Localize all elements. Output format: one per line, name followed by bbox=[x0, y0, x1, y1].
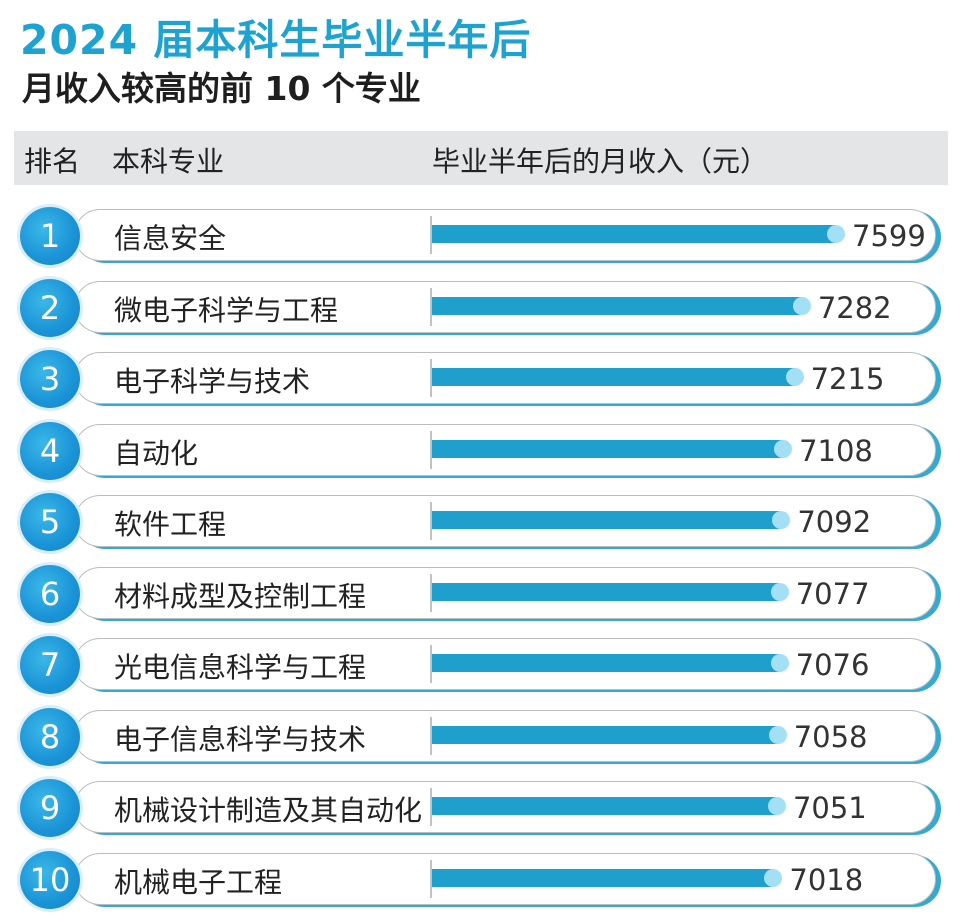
bar-end-dot bbox=[785, 368, 804, 386]
data-label: 7076 bbox=[795, 648, 870, 682]
category-label: 机械电子工程 bbox=[114, 865, 283, 899]
category-label: 电子科学与技术 bbox=[114, 365, 311, 398]
header-income: 毕业半年后的月收入（元） bbox=[432, 145, 769, 178]
axis-line bbox=[430, 859, 432, 898]
axis-line bbox=[430, 716, 432, 755]
bar-end-dot bbox=[772, 511, 791, 529]
bar bbox=[432, 368, 795, 386]
bar bbox=[432, 296, 802, 315]
table-header-band bbox=[14, 131, 948, 185]
category-label: 微电子科学与工程 bbox=[114, 293, 339, 327]
rank-badge: 4 bbox=[20, 421, 80, 480]
axis-line bbox=[430, 645, 432, 683]
chart-row: 7 光电信息科学与工程 7076 bbox=[14, 636, 944, 696]
axis-line bbox=[430, 502, 432, 540]
chart-row: 1 信息安全 7599 bbox=[14, 207, 944, 267]
bar bbox=[432, 225, 836, 243]
bar bbox=[432, 868, 774, 887]
axis-line bbox=[430, 359, 432, 397]
category-label: 电子信息科学与技术 bbox=[114, 722, 367, 756]
category-label: 软件工程 bbox=[114, 508, 227, 541]
bar-end-dot bbox=[770, 582, 789, 601]
data-label: 7282 bbox=[817, 290, 892, 325]
bar bbox=[432, 797, 777, 815]
bar bbox=[432, 511, 782, 529]
rank-badge: 7 bbox=[20, 636, 80, 694]
data-label: 7018 bbox=[789, 862, 864, 897]
bar-end-dot bbox=[764, 868, 783, 887]
rank-badge: 8 bbox=[20, 707, 80, 766]
chart-row: 4 自动化 7108 bbox=[14, 421, 944, 482]
chart-row: 2 微电子科学与工程 7282 bbox=[14, 278, 944, 339]
rank-badge: 2 bbox=[20, 278, 80, 337]
data-label: 7599 bbox=[852, 219, 926, 253]
bar bbox=[432, 582, 780, 601]
bar bbox=[432, 725, 778, 744]
category-label: 自动化 bbox=[114, 436, 199, 470]
bar-end-dot bbox=[792, 296, 811, 315]
chart-row: 8 电子信息科学与技术 7058 bbox=[14, 707, 944, 768]
axis-line bbox=[430, 430, 432, 469]
bar-end-dot bbox=[774, 439, 793, 458]
bar bbox=[432, 439, 784, 458]
axis-line bbox=[430, 573, 432, 612]
chart-row: 9 机械设计制造及其自动化 7051 bbox=[14, 779, 944, 839]
axis-line bbox=[430, 287, 432, 326]
data-label: 7058 bbox=[793, 719, 868, 754]
category-label: 材料成型及控制工程 bbox=[114, 579, 367, 613]
header-rank: 排名 bbox=[24, 145, 81, 178]
bar-end-dot bbox=[768, 725, 787, 744]
data-label: 7108 bbox=[799, 433, 873, 468]
bar bbox=[432, 654, 780, 672]
category-label: 信息安全 bbox=[114, 222, 227, 255]
chart-row: 10 机械电子工程 7018 bbox=[14, 850, 944, 911]
chart-title: 2024 届本科生毕业半年后 bbox=[20, 16, 532, 64]
chart-row: 5 软件工程 7092 bbox=[14, 493, 944, 553]
rank-badge: 10 bbox=[20, 850, 80, 909]
category-label: 机械设计制造及其自动化 bbox=[114, 794, 423, 827]
rank-badge: 6 bbox=[20, 564, 80, 623]
rank-badge: 1 bbox=[20, 207, 80, 265]
axis-line bbox=[430, 216, 432, 254]
data-label: 7215 bbox=[810, 362, 885, 396]
header-major: 本科专业 bbox=[112, 145, 225, 178]
data-label: 7077 bbox=[795, 576, 870, 611]
bar-end-dot bbox=[767, 797, 786, 815]
bar-end-dot bbox=[827, 225, 845, 243]
chart-row: 6 材料成型及控制工程 7077 bbox=[14, 564, 944, 625]
data-label: 7092 bbox=[797, 505, 872, 539]
rank-badge: 3 bbox=[20, 350, 80, 408]
data-label: 7051 bbox=[792, 791, 867, 825]
axis-line bbox=[430, 788, 432, 826]
category-label: 光电信息科学与工程 bbox=[114, 651, 367, 684]
rank-badge: 9 bbox=[20, 779, 80, 837]
bar-end-dot bbox=[770, 654, 789, 672]
chart-row: 3 电子科学与技术 7215 bbox=[14, 350, 944, 410]
chart-subtitle: 月收入较高的前 10 个专业 bbox=[22, 69, 421, 108]
rank-badge: 5 bbox=[20, 493, 80, 551]
